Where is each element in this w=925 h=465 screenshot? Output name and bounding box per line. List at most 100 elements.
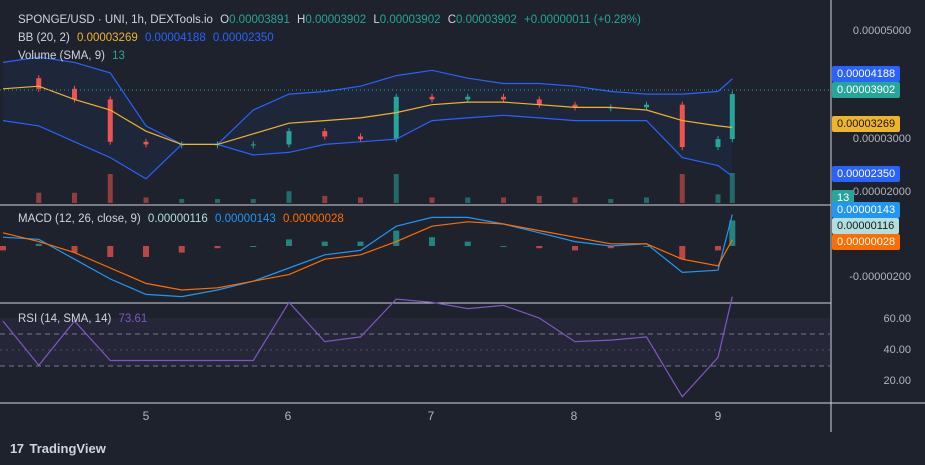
volume-bar <box>679 174 685 203</box>
volume-bar <box>179 199 185 203</box>
candle-body <box>250 144 256 146</box>
macd-tick: -0.00000200 <box>849 271 911 283</box>
volume-bar <box>729 173 735 203</box>
rsi-label[interactable]: RSI (14, SMA, 14) <box>18 313 112 325</box>
high-label: H <box>297 14 306 26</box>
candle-body <box>72 88 77 100</box>
volume-bar <box>465 197 471 203</box>
macd-hist-bar <box>643 246 650 247</box>
bb-fill-area <box>3 57 733 179</box>
open-label: O <box>220 14 230 26</box>
macd-signal-value: 0.00000028 <box>283 213 344 225</box>
main-legend: SPONGE/USD · UNI, 1h, DEXTools.io O0.000… <box>18 14 645 26</box>
close-value: 0.00003902 <box>456 14 517 26</box>
volume-bar <box>215 199 220 203</box>
time-label-9: 9 <box>715 409 722 423</box>
volume-bar <box>250 199 256 203</box>
bb-upper-value: 0.00004188 <box>144 32 206 44</box>
volume-bars <box>36 173 735 203</box>
rsi-band <box>0 318 831 366</box>
bb-lower-value: 0.00002350 <box>212 32 274 44</box>
time-label-8: 8 <box>571 409 578 423</box>
macd-hist-bar <box>250 246 257 247</box>
volume-bar <box>143 197 149 203</box>
candle-body <box>644 104 649 108</box>
volume-bar <box>501 197 506 203</box>
volume-bar <box>36 192 42 203</box>
rsi-path <box>2 296 733 398</box>
volume-bar <box>644 197 649 203</box>
candle-body <box>729 94 735 140</box>
volume-bar <box>286 191 292 203</box>
volume-bar <box>72 192 77 203</box>
macd-line-value: 0.00000143 <box>215 213 276 225</box>
bb-upper-badge: 0.00004188 <box>832 66 901 82</box>
macd-hist-bar <box>143 246 149 257</box>
symbol-title[interactable]: SPONGE/USD · UNI, 1h, DEXTools.io <box>18 14 213 26</box>
candle-body <box>501 96 506 100</box>
volume-value: 13 <box>112 50 125 62</box>
bb-label[interactable]: BB (20, 2) <box>18 32 70 44</box>
macd-line <box>2 214 733 298</box>
candle-body <box>358 136 363 140</box>
macd-hist-bar <box>0 246 6 251</box>
volume-bar <box>393 174 399 203</box>
candle-body <box>429 96 435 100</box>
macd-hist-bar <box>357 241 364 246</box>
candle-body <box>679 104 685 148</box>
tradingview-name: TradingView <box>29 440 106 456</box>
high-value: 0.00003902 <box>305 14 367 26</box>
macd-hist-bar <box>214 246 221 249</box>
macd-hist-bar <box>393 230 400 246</box>
macd-hist-bar <box>715 246 721 251</box>
time-label-7: 7 <box>428 409 435 423</box>
rsi-tick-20: 20.00 <box>883 375 911 387</box>
chart-canvas[interactable]: 5 6 7 8 9 <box>0 0 925 432</box>
candle-body <box>322 131 328 137</box>
bollinger-band-lines <box>2 56 733 180</box>
volume-bar <box>715 194 721 203</box>
macd-hist-badge: 0.00000116 <box>832 218 900 234</box>
rsi-tick-40: 40.00 <box>883 344 911 356</box>
rsi-line <box>2 296 733 398</box>
macd-legend: MACD (12, 26, close, 9) 0.00000116 0.000… <box>18 213 348 225</box>
open-value: 0.00003891 <box>229 14 290 26</box>
macd-hist-bar <box>500 246 507 247</box>
volume-bar <box>536 195 542 203</box>
low-value: 0.00003902 <box>379 14 441 26</box>
candle-body <box>715 139 721 148</box>
macd-hist-bar <box>464 241 471 246</box>
macd-hist-value: 0.00000116 <box>147 213 208 225</box>
macd-hist-bar <box>572 246 578 251</box>
volume-bar <box>608 199 614 203</box>
change-value: +0.00000011 (+0.28%) <box>523 14 641 26</box>
candle-body <box>572 104 578 108</box>
macd-hist-bar <box>429 237 435 246</box>
volume-label[interactable]: Volume (SMA, 9) <box>18 50 105 62</box>
macd-hist-bar <box>321 241 328 246</box>
candle-body <box>36 78 42 89</box>
macd-hist-bar <box>286 239 292 246</box>
footer-brand[interactable]: 17 TradingView <box>10 437 106 459</box>
candlesticks <box>36 75 735 151</box>
rsi-tick-60: 60.00 <box>883 313 911 325</box>
macd-line-badge: 0.00000143 <box>832 202 901 218</box>
macd-hist-bar <box>536 246 543 249</box>
macd-lines <box>2 214 733 298</box>
volume-bar <box>429 197 435 203</box>
rsi-legend: RSI (14, SMA, 14) 73.61 <box>18 313 151 325</box>
candle-body <box>143 141 149 145</box>
volume-bar <box>322 195 328 203</box>
bb-legend: BB (20, 2) 0.00003269 0.00004188 0.00002… <box>18 32 278 44</box>
macd-label[interactable]: MACD (12, 26, close, 9) <box>18 213 141 225</box>
bb-basis-value: 0.00003269 <box>76 32 138 44</box>
bb-lower-line <box>2 114 733 180</box>
candle-body <box>286 131 292 145</box>
macd-histogram <box>0 220 736 260</box>
bb-basis-badge: 0.00003269 <box>832 116 901 132</box>
tradingview-logo-icon: 17 <box>10 440 24 456</box>
volume-bar <box>107 174 113 203</box>
time-label-5: 5 <box>143 409 150 423</box>
macd-hist-bar <box>35 243 42 246</box>
price-tick-5: 0.00005000 <box>852 25 911 37</box>
